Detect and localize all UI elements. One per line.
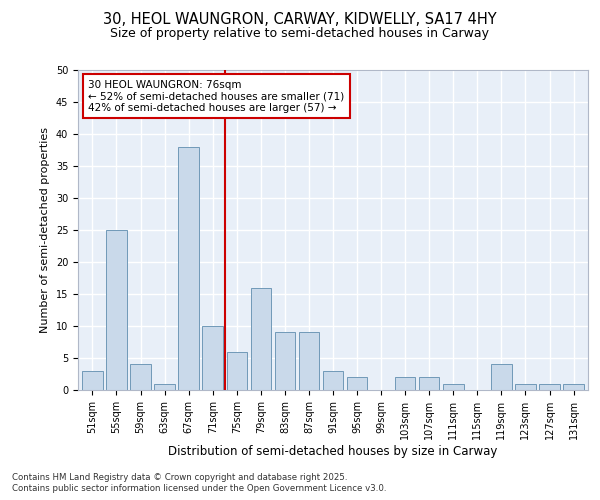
Bar [347, 377, 367, 390]
Bar [154, 384, 175, 390]
Bar [178, 147, 199, 390]
Bar [419, 377, 439, 390]
Bar [395, 377, 415, 390]
Bar [82, 371, 103, 390]
Bar [539, 384, 560, 390]
Bar [443, 384, 464, 390]
Bar [251, 288, 271, 390]
Bar [323, 371, 343, 390]
Y-axis label: Number of semi-detached properties: Number of semi-detached properties [40, 127, 50, 333]
X-axis label: Distribution of semi-detached houses by size in Carway: Distribution of semi-detached houses by … [169, 444, 497, 458]
Bar [130, 364, 151, 390]
Bar [515, 384, 536, 390]
Bar [106, 230, 127, 390]
Text: Size of property relative to semi-detached houses in Carway: Size of property relative to semi-detach… [110, 28, 490, 40]
Bar [202, 326, 223, 390]
Bar [491, 364, 512, 390]
Text: 30 HEOL WAUNGRON: 76sqm
← 52% of semi-detached houses are smaller (71)
42% of se: 30 HEOL WAUNGRON: 76sqm ← 52% of semi-de… [88, 80, 344, 113]
Bar [563, 384, 584, 390]
Bar [299, 332, 319, 390]
Text: Contains public sector information licensed under the Open Government Licence v3: Contains public sector information licen… [12, 484, 386, 493]
Bar [275, 332, 295, 390]
Bar [227, 352, 247, 390]
Text: Contains HM Land Registry data © Crown copyright and database right 2025.: Contains HM Land Registry data © Crown c… [12, 472, 347, 482]
Text: 30, HEOL WAUNGRON, CARWAY, KIDWELLY, SA17 4HY: 30, HEOL WAUNGRON, CARWAY, KIDWELLY, SA1… [103, 12, 497, 28]
